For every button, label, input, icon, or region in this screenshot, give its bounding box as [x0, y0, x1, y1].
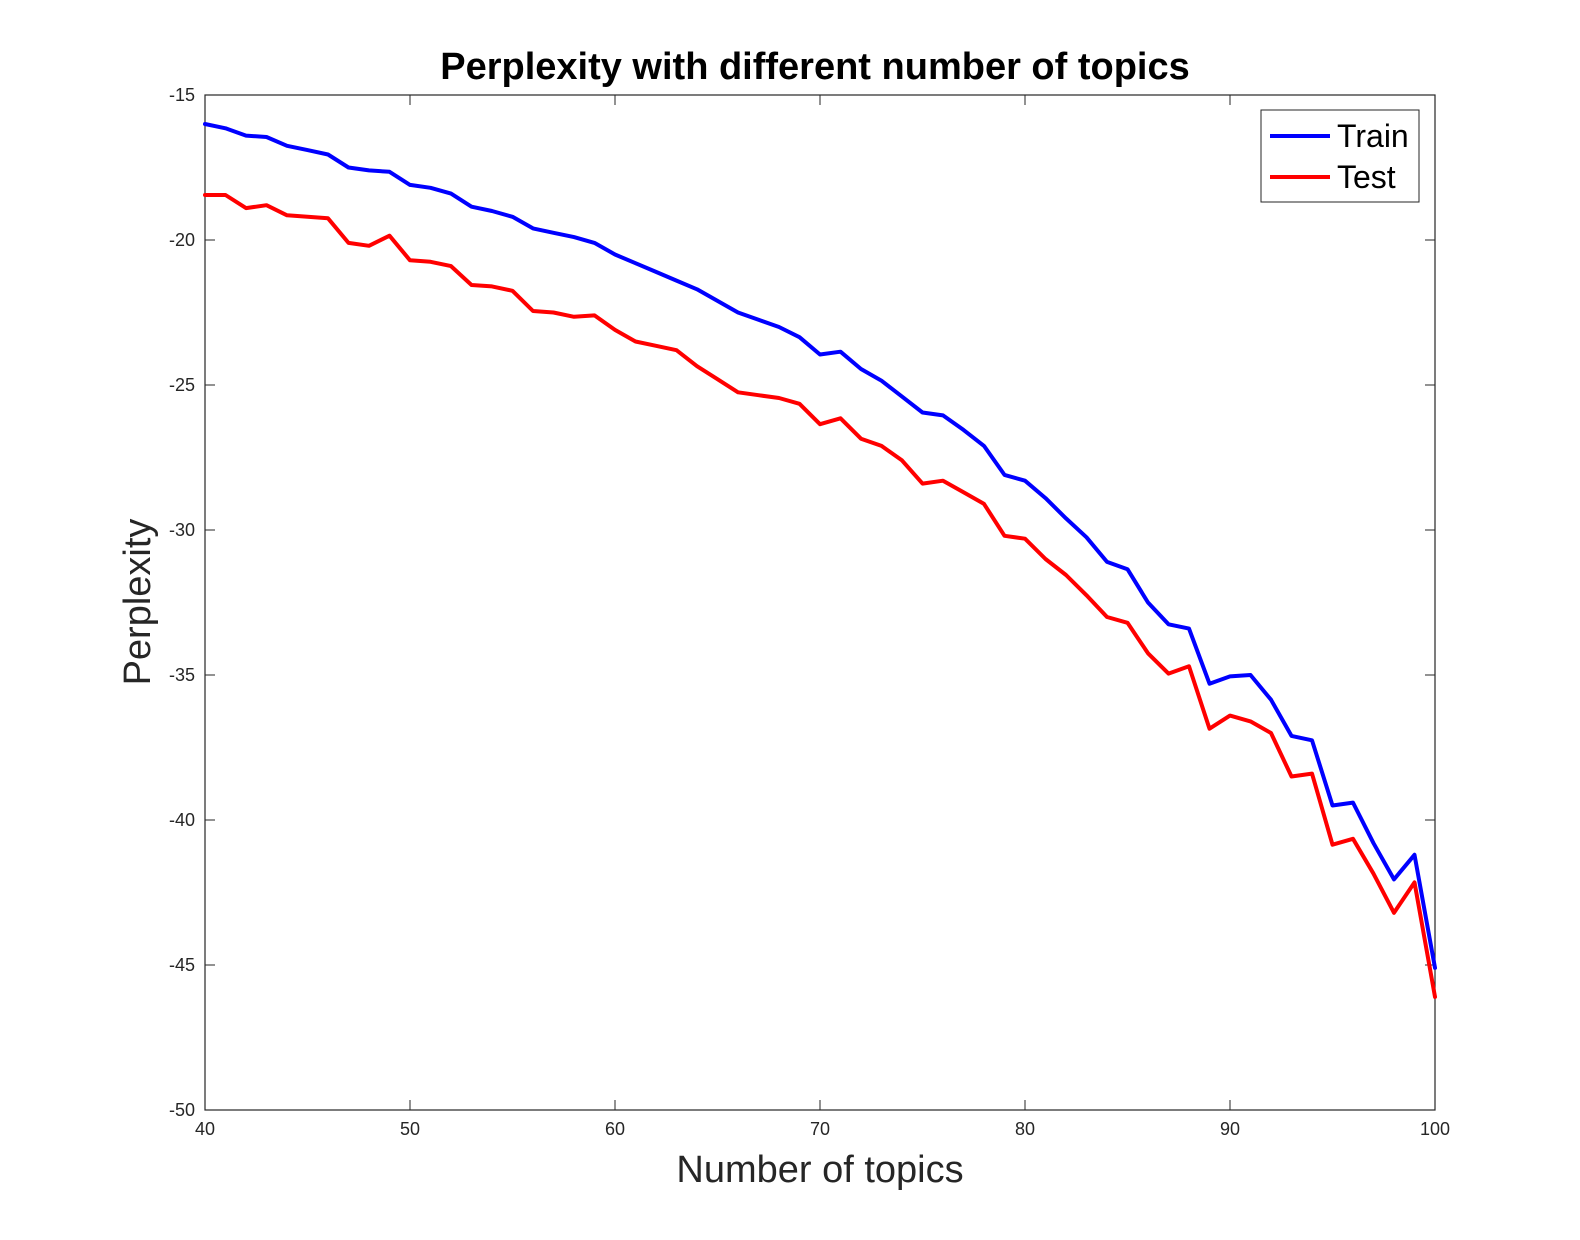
y-tick-label: -20	[169, 230, 195, 250]
y-tick-label: -50	[169, 1100, 195, 1120]
legend-label-test: Test	[1337, 159, 1396, 195]
x-tick-label: 50	[400, 1119, 420, 1139]
x-axis-label: Number of topics	[676, 1149, 963, 1191]
plot-frame	[204, 94, 1436, 1111]
y-tick-label: -30	[169, 520, 195, 540]
y-axis-label: Perplexity	[117, 519, 159, 686]
series-layer	[203, 122, 1437, 999]
y-tick-label: -35	[169, 665, 195, 685]
plot-area	[204, 94, 1436, 1111]
x-tick-label: 80	[1015, 1119, 1035, 1139]
y-tick-label: -15	[169, 85, 195, 105]
series-line-test	[203, 193, 1437, 999]
x-tick-label: 90	[1220, 1119, 1240, 1139]
y-tick-label: -45	[169, 955, 195, 975]
series-line-train	[203, 122, 1437, 970]
legend: Train Test	[1260, 109, 1420, 203]
y-tick-label: -25	[169, 375, 195, 395]
legend-box	[1260, 109, 1420, 203]
y-axis: -15 -20 -25 -30 -35 -40 -45 -50	[169, 85, 1435, 1120]
y-tick-label: -40	[169, 810, 195, 830]
x-tick-label: 40	[195, 1119, 215, 1139]
x-tick-label: 60	[605, 1119, 625, 1139]
legend-label-train: Train	[1337, 118, 1409, 154]
chart-title: Perplexity with different number of topi…	[440, 46, 1190, 88]
x-axis: 40 50 60 70 80 90 100	[195, 95, 1450, 1139]
x-tick-label: 100	[1420, 1119, 1450, 1139]
x-tick-label: 70	[810, 1119, 830, 1139]
